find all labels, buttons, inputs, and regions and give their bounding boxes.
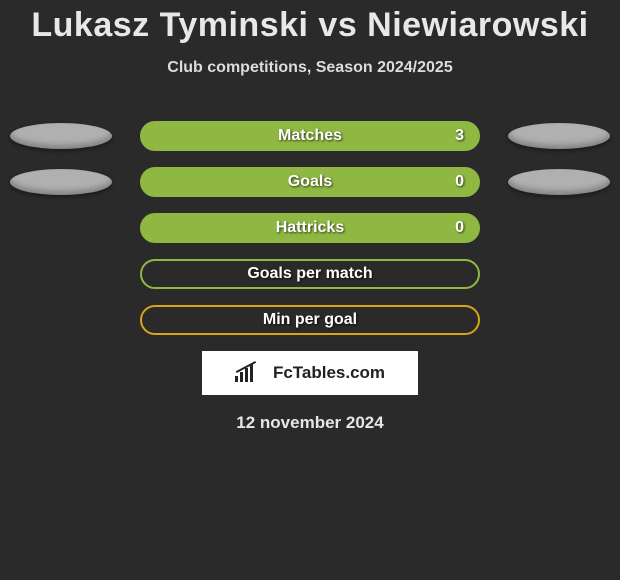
stat-row-goals: Goals 0	[0, 167, 620, 197]
comparison-chart: Matches 3 Goals 0 Hattricks 0 Goals per …	[0, 121, 620, 335]
player1-ellipse-icon	[10, 123, 112, 149]
stat-row-matches: Matches 3	[0, 121, 620, 151]
subtitle: Club competitions, Season 2024/2025	[0, 59, 620, 77]
stat-bar: Matches 3	[140, 121, 480, 151]
player1-ellipse-icon	[10, 169, 112, 195]
stat-value: 0	[455, 173, 464, 191]
stat-label: Matches	[278, 127, 342, 145]
stat-bar: Hattricks 0	[140, 213, 480, 243]
stat-bar: Min per goal	[140, 305, 480, 335]
stat-bar: Goals per match	[140, 259, 480, 289]
logo-text: FcTables.com	[273, 363, 385, 383]
stat-value: 3	[455, 127, 464, 145]
stat-row-goals-per-match: Goals per match	[0, 259, 620, 289]
page-title: Lukasz Tyminski vs Niewiarowski	[0, 0, 620, 45]
date-label: 12 november 2024	[0, 413, 620, 433]
stat-bar: Goals 0	[140, 167, 480, 197]
stat-row-hattricks: Hattricks 0	[0, 213, 620, 243]
stat-label: Min per goal	[263, 311, 357, 329]
fctables-logo: FcTables.com	[202, 351, 418, 395]
stat-row-min-per-goal: Min per goal	[0, 305, 620, 335]
stat-label: Goals	[288, 173, 332, 191]
stat-value: 0	[455, 219, 464, 237]
player2-ellipse-icon	[508, 169, 610, 195]
stat-label: Hattricks	[276, 219, 344, 237]
player2-ellipse-icon	[508, 123, 610, 149]
stat-label: Goals per match	[247, 265, 372, 283]
